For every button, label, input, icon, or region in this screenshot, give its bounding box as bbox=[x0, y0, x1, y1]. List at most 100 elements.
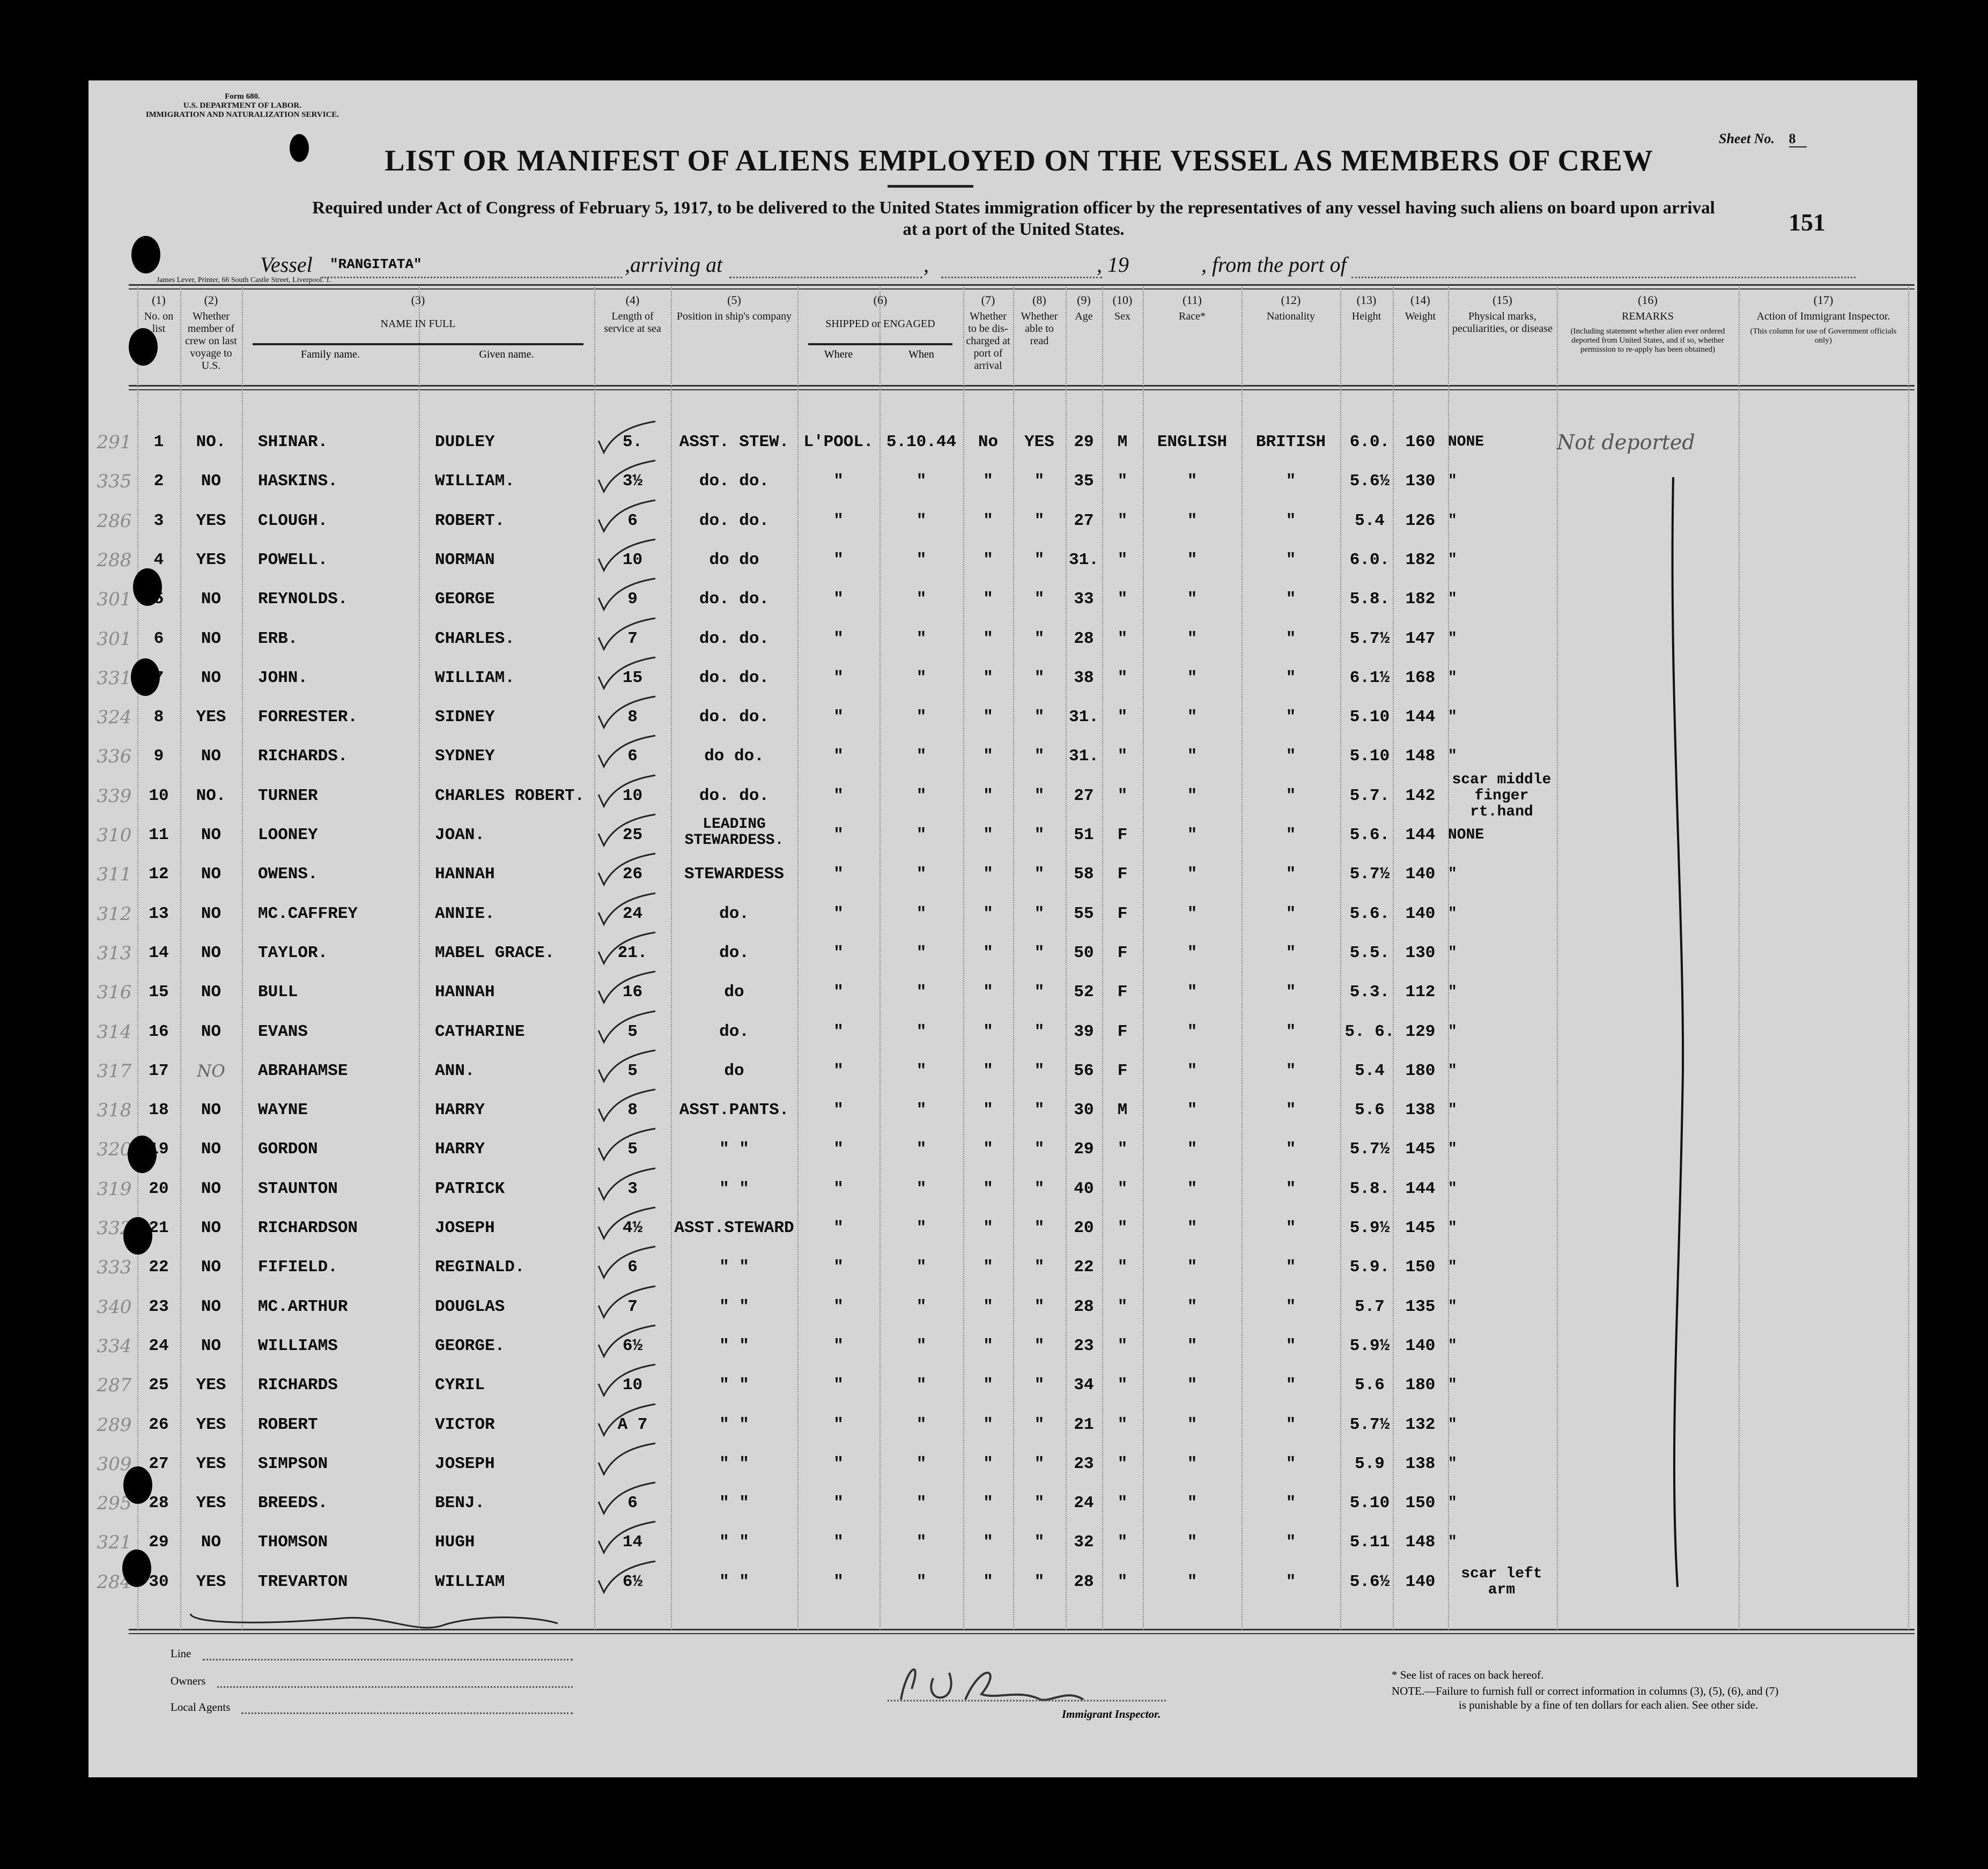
cell-no: 23 bbox=[149, 1297, 169, 1316]
table-row: 319 20 NO STAUNTON PATRICK 3 " " " " " " 40 " " " 5.8. 1… bbox=[0, 1167, 1988, 1208]
column-number: (11) bbox=[1183, 293, 1202, 307]
cell-nat: BRITISH bbox=[1255, 433, 1326, 451]
cell-read: " bbox=[1034, 1494, 1045, 1513]
table-row: 336 9 NO RICHARDS. SYDNEY 6 do do. " " " " 31. " " " 5.… bbox=[0, 735, 1988, 775]
cell-race: " bbox=[1187, 904, 1198, 923]
column-label: Physical marks, peculiarities, or diseas… bbox=[1452, 310, 1553, 335]
cell-no: 2 bbox=[153, 472, 164, 491]
cell-where: " bbox=[833, 1179, 844, 1198]
checkmark-icon bbox=[597, 1560, 656, 1594]
cell-when: " bbox=[916, 1533, 927, 1552]
column-number: (3) bbox=[411, 293, 425, 307]
cell-margin: 295 bbox=[97, 1493, 132, 1515]
cell-read: " bbox=[1034, 1101, 1045, 1120]
cell-disch: " bbox=[983, 1061, 993, 1080]
cell-family: OWENS. bbox=[258, 865, 318, 884]
cell-age: 34 bbox=[1074, 1376, 1094, 1395]
cell-nat: " bbox=[1285, 629, 1296, 648]
cell-where: " bbox=[833, 668, 844, 687]
cell-position: ASST.PANTS. bbox=[679, 1101, 789, 1120]
table-row: 291 1 NO. SHINAR. DUDLEY 5. ASST. STEW. L'POOL.… bbox=[0, 420, 1988, 461]
vessel-label: Vessel bbox=[260, 253, 313, 277]
cell-marks: " bbox=[1448, 1102, 1457, 1119]
cell-nat: " bbox=[1285, 1061, 1296, 1080]
punch-hole bbox=[131, 658, 160, 696]
cell-age: 56 bbox=[1074, 1061, 1094, 1080]
cell-service: 6 bbox=[627, 1258, 638, 1277]
cell-marks: " bbox=[1448, 709, 1457, 726]
cell-marks: " bbox=[1448, 630, 1457, 647]
column-divider bbox=[1066, 287, 1067, 1630]
cell-weight: 130 bbox=[1405, 472, 1436, 491]
cell-when: " bbox=[916, 1219, 927, 1237]
cell-prev: NO. bbox=[196, 433, 226, 451]
cell-family: JOHN. bbox=[258, 668, 308, 687]
cell-height: 5.7½ bbox=[1349, 1140, 1390, 1159]
cell-height: 5.6 bbox=[1355, 1376, 1385, 1395]
cell-sex: " bbox=[1117, 747, 1128, 766]
cell-read: " bbox=[1034, 1376, 1045, 1395]
cell-height: 5.11 bbox=[1349, 1533, 1390, 1552]
column-number: (13) bbox=[1356, 293, 1377, 307]
cell-sex: " bbox=[1117, 1336, 1128, 1355]
column-number: (15) bbox=[1492, 293, 1512, 307]
cell-nat: " bbox=[1285, 1101, 1296, 1120]
cell-sex: " bbox=[1117, 590, 1128, 609]
cell-marks: " bbox=[1448, 1298, 1457, 1315]
cell-position: STEWARDESS bbox=[684, 865, 785, 884]
cell-read: " bbox=[1034, 708, 1045, 727]
cell-sex: " bbox=[1117, 1297, 1128, 1316]
cell-service: 24 bbox=[622, 904, 643, 923]
cell-where: " bbox=[833, 1061, 844, 1080]
cell-margin: 311 bbox=[97, 864, 132, 886]
cell-service: 15 bbox=[622, 668, 643, 687]
cell-no: 22 bbox=[149, 1258, 169, 1277]
sheet-number: Sheet No. 8 bbox=[1719, 131, 1807, 147]
column-divider bbox=[242, 287, 243, 1630]
column-divider bbox=[1102, 287, 1103, 1630]
cell-where: " bbox=[833, 1415, 844, 1434]
table-row: 309 27 YES SIMPSON JOSEPH " " " " " " 23 " " " 5.9 138 " bbox=[0, 1442, 1988, 1483]
cell-position: do do. bbox=[704, 747, 764, 766]
column-label: Whether member of crew on last voyage to… bbox=[185, 310, 237, 372]
cell-given: WILLIAM bbox=[435, 1572, 505, 1591]
cell-nat: " bbox=[1285, 1376, 1296, 1395]
cell-margin: 335 bbox=[97, 471, 132, 493]
cell-where: " bbox=[833, 826, 844, 844]
cell-prev: NO bbox=[201, 747, 221, 766]
cell-age: 27 bbox=[1074, 786, 1094, 805]
cell-no: 9 bbox=[153, 747, 164, 766]
cell-height: 5.5. bbox=[1349, 943, 1390, 962]
cell-position: do do bbox=[709, 550, 759, 569]
cell-disch: " bbox=[983, 1533, 993, 1552]
cell-family: WILLIAMS bbox=[258, 1336, 338, 1355]
cell-nat: " bbox=[1285, 1533, 1296, 1552]
cell-where: " bbox=[833, 1336, 844, 1355]
column-number: (2) bbox=[204, 293, 218, 307]
cell-disch: " bbox=[983, 1336, 993, 1355]
cell-no: 13 bbox=[149, 904, 169, 923]
column-divider bbox=[671, 287, 672, 1630]
cell-service: 5 bbox=[627, 1140, 638, 1159]
cell-disch: " bbox=[983, 747, 993, 766]
cell-prev: NO bbox=[201, 904, 221, 923]
table-row: 320 19 NO GORDON HARRY 5 " " " " " " 29 " " " 5.7½ 145 " bbox=[0, 1128, 1988, 1168]
cell-sex: " bbox=[1117, 629, 1128, 648]
cell-margin: 288 bbox=[97, 549, 132, 571]
column-header: (8) Whether able to read bbox=[1015, 294, 1063, 347]
cell-given: GEORGE. bbox=[435, 1336, 505, 1355]
cell-where: L'POOL. bbox=[803, 433, 874, 451]
cell-margin: 317 bbox=[97, 1060, 132, 1082]
column-label: Whether to be dis-charged at port of arr… bbox=[966, 310, 1010, 372]
port-field-line bbox=[1351, 277, 1856, 278]
cell-position: do. do. bbox=[699, 472, 770, 491]
column-label: Whether able to read bbox=[1021, 310, 1058, 347]
cell-remarks: Not deported bbox=[1557, 431, 1695, 454]
cell-race: " bbox=[1187, 511, 1198, 530]
cell-margin: 339 bbox=[97, 785, 132, 807]
cell-sex: " bbox=[1117, 1179, 1128, 1198]
cell-weight: 112 bbox=[1405, 983, 1436, 1002]
cell-prev: YES bbox=[196, 1376, 226, 1395]
cell-family: STAUNTON bbox=[258, 1179, 338, 1198]
